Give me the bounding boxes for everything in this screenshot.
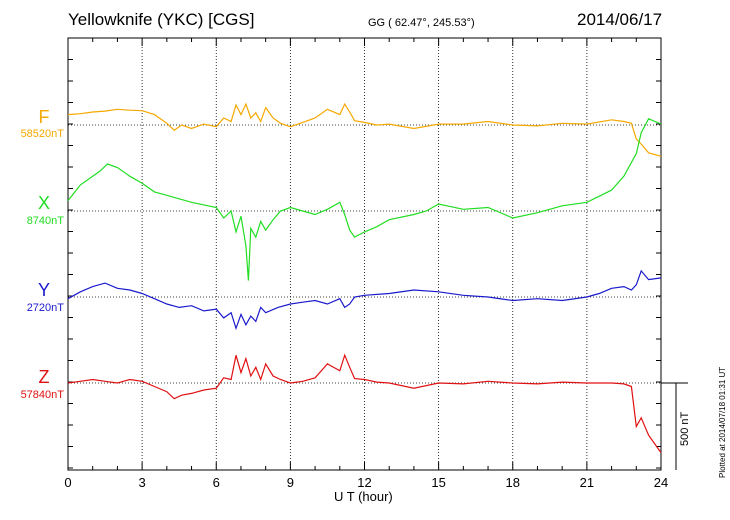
series-line-x bbox=[67, 118, 662, 281]
grid-lines bbox=[141, 38, 588, 470]
series-lines bbox=[67, 102, 662, 453]
plotted-timestamp: Plotted at 2014/07/18 01:31 UT bbox=[718, 366, 727, 478]
x-tick-label: 9 bbox=[286, 475, 294, 490]
x-tick-label: 24 bbox=[653, 475, 669, 490]
x-tick-label: 15 bbox=[431, 475, 446, 490]
x-tick-label: 12 bbox=[357, 475, 372, 490]
series-line-f bbox=[67, 102, 662, 157]
series-line-y bbox=[67, 269, 662, 331]
series-baseline-x: 8740nT bbox=[26, 215, 64, 227]
axis-ticks bbox=[67, 38, 662, 470]
x-tick-label: 18 bbox=[505, 475, 520, 490]
geographic-coordinates: GG ( 62.47°, 245.53°) bbox=[368, 17, 475, 29]
chart-date: 2014/06/17 bbox=[577, 10, 663, 29]
x-tick-label: 0 bbox=[64, 475, 72, 490]
series-baseline-y: 2720nT bbox=[26, 302, 64, 314]
scale-bar-label: 500 nT bbox=[679, 411, 691, 446]
x-tick-label: 3 bbox=[138, 475, 146, 490]
x-tick-label: 21 bbox=[579, 475, 595, 490]
series-label-z: Z bbox=[38, 367, 50, 387]
x-axis-label: U T (hour) bbox=[334, 489, 393, 504]
series-baseline-f: 58520nT bbox=[20, 128, 64, 140]
series-label-f: F bbox=[38, 107, 50, 127]
series-baseline-z: 57840nT bbox=[20, 389, 64, 401]
series-line-z bbox=[67, 353, 662, 453]
series-label-y: Y bbox=[37, 280, 50, 300]
x-tick-label: 6 bbox=[212, 475, 220, 490]
series-label-x: X bbox=[37, 193, 50, 213]
scale-bar bbox=[661, 382, 688, 470]
chart-title: Yellowknife (YKC) [CGS] bbox=[68, 10, 255, 29]
